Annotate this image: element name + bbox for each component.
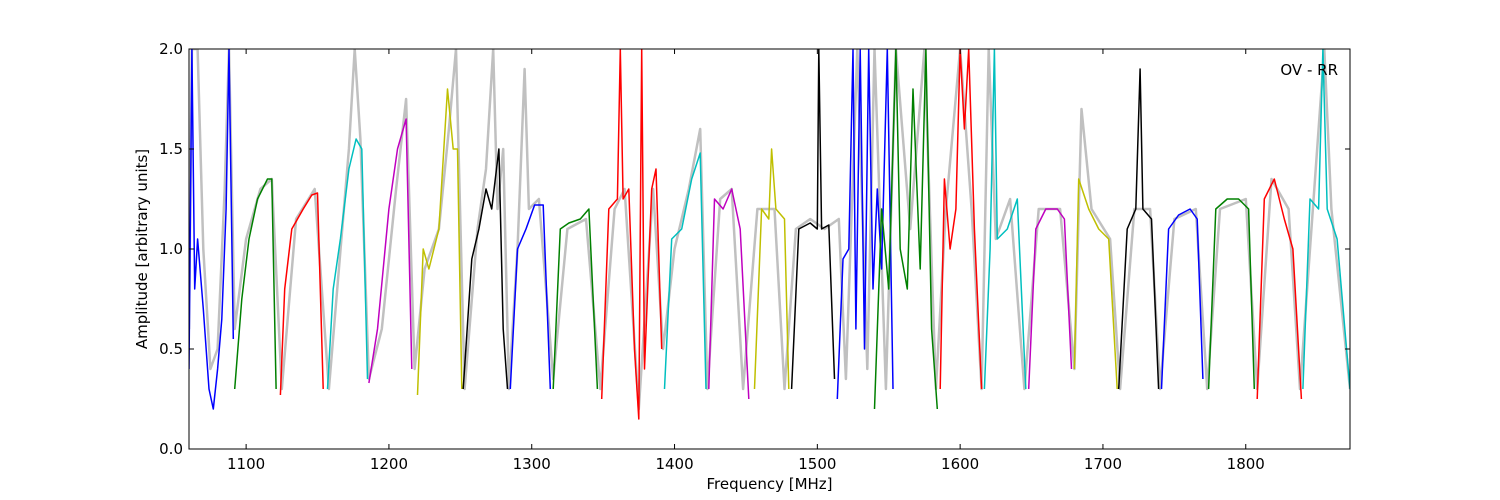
- series-line-17: [939, 49, 983, 390]
- series-line-12: [708, 188, 750, 400]
- series-line-13: [753, 148, 790, 390]
- series-line-14: [790, 49, 836, 390]
- series-line-1: [189, 49, 235, 410]
- series-line-6: [416, 88, 463, 396]
- series-line-24: [1256, 178, 1303, 400]
- series-line-4: [326, 138, 369, 390]
- series-line-15: [836, 49, 894, 400]
- series-line-11: [663, 152, 707, 390]
- series-line-3: [279, 192, 324, 396]
- series-line-16: [873, 49, 939, 410]
- series-line-20: [1073, 178, 1118, 390]
- series-line-25: [1302, 49, 1350, 390]
- series-line-22: [1160, 208, 1204, 390]
- y-tick-label: 0.5: [159, 340, 183, 358]
- series-line-2: [233, 178, 277, 390]
- series-line-23: [1207, 198, 1256, 390]
- x-tick-label: 1400: [655, 455, 693, 473]
- y-tick-label: 2.0: [159, 40, 183, 58]
- x-tick-label: 1100: [227, 455, 265, 473]
- series-line-5: [368, 118, 413, 384]
- series-line-9: [552, 208, 599, 390]
- x-tick-label: 1200: [370, 455, 408, 473]
- background-trace: [189, 49, 1350, 411]
- x-tick-label: 1600: [941, 455, 979, 473]
- series-line-7: [462, 148, 509, 390]
- plot-area: [189, 49, 1350, 449]
- series-line-19: [1027, 208, 1073, 390]
- series-line-21: [1117, 68, 1160, 390]
- series-line-10: [600, 49, 663, 420]
- series-line-18: [983, 49, 1027, 390]
- x-tick-label: 1500: [798, 455, 836, 473]
- x-axis-label: Frequency [MHz]: [706, 475, 832, 493]
- x-tick-label: 1300: [513, 455, 551, 473]
- y-tick-label: 1.0: [159, 240, 183, 258]
- chart-annotation: OV - RR: [1280, 61, 1338, 79]
- x-tick-label: 1800: [1227, 455, 1265, 473]
- y-tick-label: 0.0: [159, 440, 183, 458]
- y-axis-label: Amplitude [arbitrary units]: [133, 149, 151, 349]
- series-line-8: [509, 204, 552, 390]
- x-tick-label: 1700: [1084, 455, 1122, 473]
- y-tick-label: 1.5: [159, 140, 183, 158]
